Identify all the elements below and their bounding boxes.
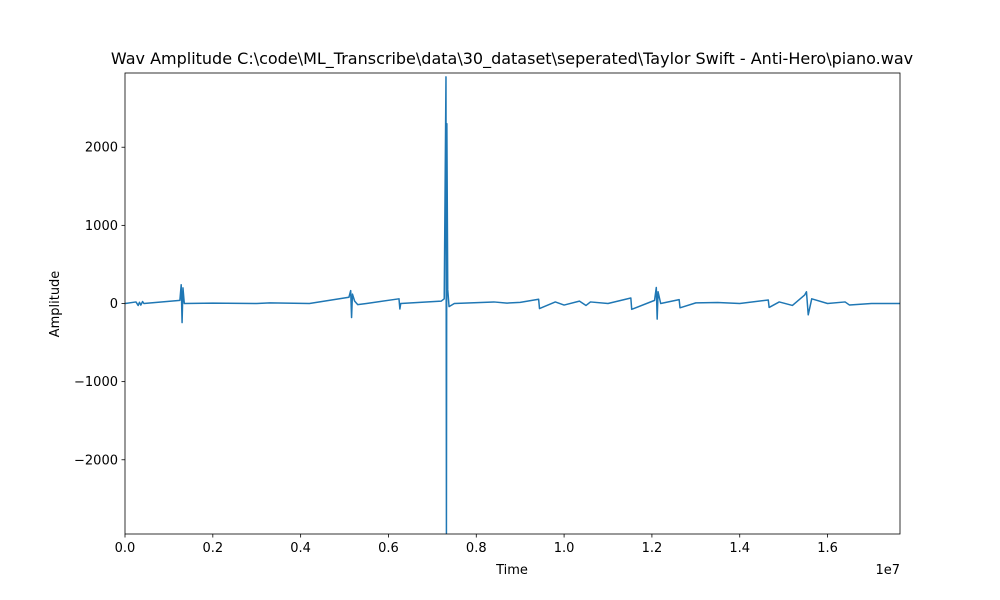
plot-layer [125, 76, 900, 534]
x-axis-label: Time [495, 563, 528, 578]
y-tick-label: 1000 [85, 219, 118, 234]
x-tick-label: 0.6 [378, 541, 399, 556]
x-tick-label: 0.8 [466, 541, 487, 556]
x-tick-label: 1.0 [554, 541, 575, 556]
y-tick-label: 0 [110, 297, 118, 312]
x-axis-offset-text: 1e7 [875, 563, 900, 578]
y-tick-label: −2000 [74, 453, 118, 468]
y-tick-label: 2000 [85, 141, 118, 156]
y-axis-label: Amplitude [48, 271, 63, 338]
x-tick-label: 0.2 [202, 541, 223, 556]
x-tick-label: 0.4 [290, 541, 311, 556]
x-tick-label: 1.6 [817, 541, 838, 556]
x-tick-label: 1.4 [729, 541, 750, 556]
x-tick-label: 0.0 [115, 541, 136, 556]
chart-title: Wav Amplitude C:\code\ML_Transcribe\data… [111, 49, 913, 69]
axes-layer: 0.0 0.2 0.4 0.6 0.8 1.0 1.2 1.4 1.6 2000 1000 0 −100… [74, 72, 901, 556]
y-tick-label: −1000 [74, 375, 118, 390]
series-line-0 [125, 76, 900, 534]
plot-frame [124, 72, 901, 535]
x-tick-label: 1.2 [642, 541, 663, 556]
